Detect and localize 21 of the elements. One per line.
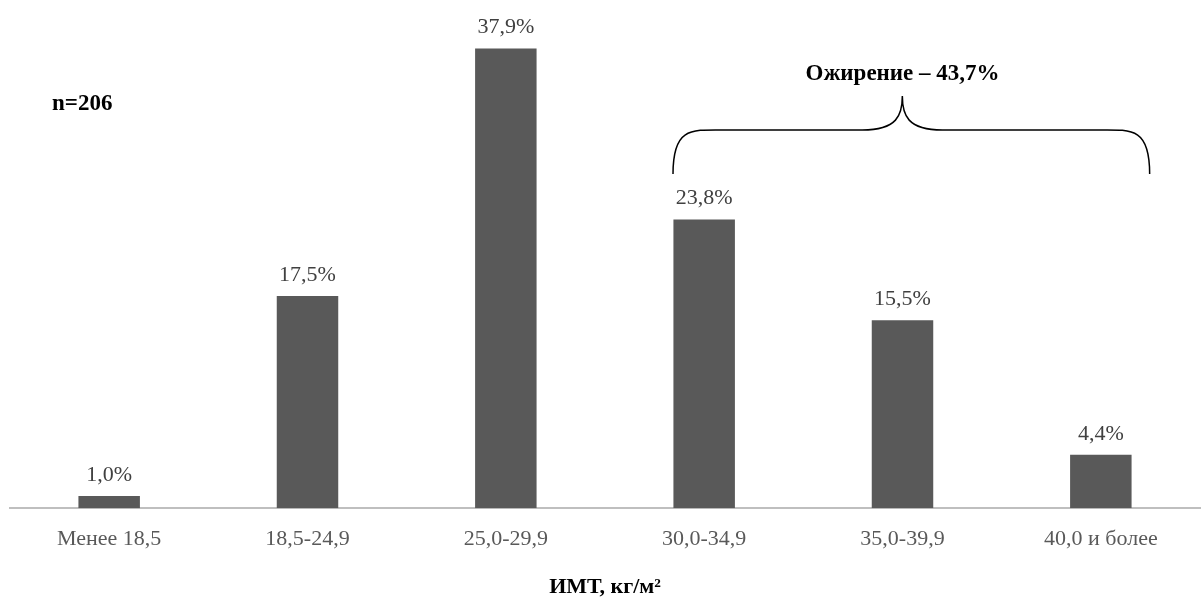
annotation: n=206 (52, 90, 113, 116)
bar (673, 219, 735, 509)
data-label: 4,4% (1077, 419, 1124, 445)
data-label: 23,8% (675, 184, 733, 210)
data-label: 17,5% (279, 260, 336, 286)
bar (1070, 454, 1132, 509)
x-tick-label: 25,0-29,9 (463, 525, 548, 551)
bar (78, 496, 140, 509)
data-label: 1,0% (86, 460, 133, 486)
annotation: Ожирение – 43,7% (805, 60, 1000, 86)
bar (276, 295, 339, 509)
x-tick-label: 18,5-24,9 (265, 525, 350, 551)
x-tick-label: 35,0-39,9 (860, 525, 945, 551)
bar (871, 320, 934, 509)
x-axis-title: ИМТ, кг/м² (549, 573, 662, 599)
x-tick-label: Менее 18,5 (56, 525, 162, 551)
x-tick-label: 40,0 и более (1043, 525, 1158, 551)
data-label: 37,9% (477, 13, 535, 39)
data-label: 15,5% (874, 284, 931, 310)
bar (475, 48, 537, 509)
x-tick-label: 30,0-34,9 (662, 525, 747, 551)
